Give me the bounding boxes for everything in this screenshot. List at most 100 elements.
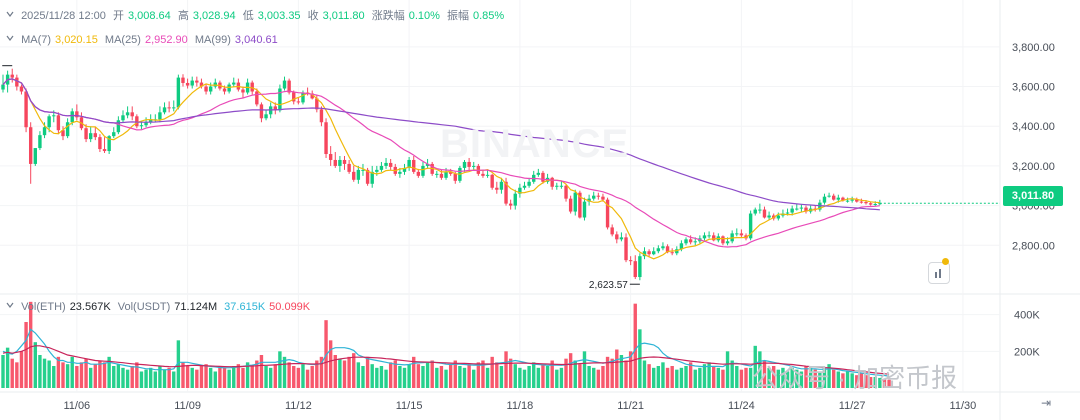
candle-up [462, 161, 467, 168]
candle-down [185, 82, 190, 86]
candle-up [850, 199, 854, 201]
volume-bar [47, 360, 51, 388]
candle-down [550, 177, 554, 187]
volume-bar [430, 360, 434, 388]
close-value: 3,011.80 [322, 10, 365, 22]
volume-bar [10, 358, 14, 388]
candle-up [139, 125, 144, 127]
volume-bar [522, 369, 527, 388]
candle-up [176, 77, 181, 108]
price-annotations: 3,658.98 2,623.57 [0, 62, 1000, 291]
volume-bar [107, 356, 111, 388]
volume-bar [628, 351, 633, 388]
volume-bar [818, 371, 822, 388]
candle-down [287, 80, 291, 93]
volume-bar [882, 378, 887, 388]
volume-bar [444, 369, 448, 388]
amplitude-value: 0.85% [472, 10, 505, 22]
volume-bar [841, 373, 845, 388]
volume-bar [125, 369, 130, 388]
candle-down [416, 171, 421, 176]
ma-collapse-caret-icon[interactable] [6, 32, 14, 41]
volume-bar [112, 366, 116, 388]
candle-up [121, 115, 125, 121]
volume-bar [532, 362, 536, 388]
volume-bar [670, 366, 674, 388]
volume-bar [481, 360, 485, 388]
candle-up [827, 195, 831, 197]
amplitude-label: 振幅 [446, 10, 469, 22]
volume-bar [379, 366, 384, 388]
volume-bar [675, 369, 679, 388]
volume-bar [305, 369, 310, 388]
notification-dot [942, 258, 949, 265]
volume-bar [536, 367, 541, 388]
candle-down [328, 154, 333, 160]
candle-down [647, 251, 651, 255]
candle-down [448, 171, 453, 174]
close-label: 收 [307, 10, 319, 22]
volume-bar [688, 362, 693, 388]
volume-bar [70, 356, 74, 388]
volume-bar [730, 360, 734, 388]
volume-bar [845, 371, 850, 388]
candlestick-series [1, 68, 882, 281]
volume-bar [855, 375, 859, 388]
volume-bar [148, 367, 153, 388]
collapse-caret-icon[interactable] [6, 8, 14, 17]
candle-down [490, 174, 494, 188]
candle-up [301, 92, 305, 103]
volume-bar [665, 367, 670, 388]
candle-up [435, 173, 439, 175]
candle-up [592, 195, 596, 199]
candle-up [472, 165, 476, 167]
candle-down [347, 163, 351, 172]
volume-bar [578, 364, 582, 388]
ma7-value: 3,020.15 [55, 34, 98, 46]
binance-watermark: BINANCE [440, 122, 630, 166]
candle-down [342, 159, 347, 164]
candle-down [135, 116, 139, 127]
volume-legend: Vol(ETH) 23.567K Vol(USDT) 71.124M 37.615K… [6, 300, 314, 314]
candle-up [513, 193, 517, 206]
volume-bar [822, 367, 827, 388]
candle-up [361, 169, 365, 171]
candle-down [467, 161, 471, 167]
high-label: 高 [177, 10, 189, 22]
candle-up [518, 187, 522, 194]
candle-up [232, 82, 236, 85]
volume-bar [356, 362, 361, 388]
volume-bar [56, 356, 61, 388]
volume-bar [388, 362, 393, 388]
candle-down [628, 260, 633, 262]
volume-bar [245, 362, 250, 388]
indicator-button[interactable] [928, 262, 950, 284]
volume-bar [448, 364, 453, 388]
volume-bar [767, 367, 771, 388]
date-tick-label: 11/21 [617, 400, 644, 412]
volume-bar [296, 367, 301, 388]
candle-up [384, 162, 388, 166]
volume-bar [472, 369, 476, 388]
volume-bar [425, 362, 430, 388]
candle-up [693, 241, 697, 243]
candle-down [439, 173, 444, 178]
volume-bar [361, 366, 365, 388]
volume-bar [65, 364, 70, 388]
volume-bar [785, 371, 790, 388]
volume-bar [467, 364, 471, 388]
candle-up [125, 112, 130, 116]
candle-up [873, 204, 877, 206]
volume-bar [84, 358, 88, 388]
candle-down [15, 77, 19, 87]
volume-bar [555, 369, 559, 388]
vol-usdt-value: 71.124M [174, 301, 218, 313]
candle-up [684, 239, 688, 244]
scroll-to-latest-icon[interactable]: ⇥ [1040, 396, 1052, 410]
candle-up [527, 181, 531, 186]
price-tick-label: 3,200.00 [1012, 161, 1055, 173]
vol-collapse-caret-icon[interactable] [6, 299, 14, 308]
candle-down [712, 235, 716, 241]
